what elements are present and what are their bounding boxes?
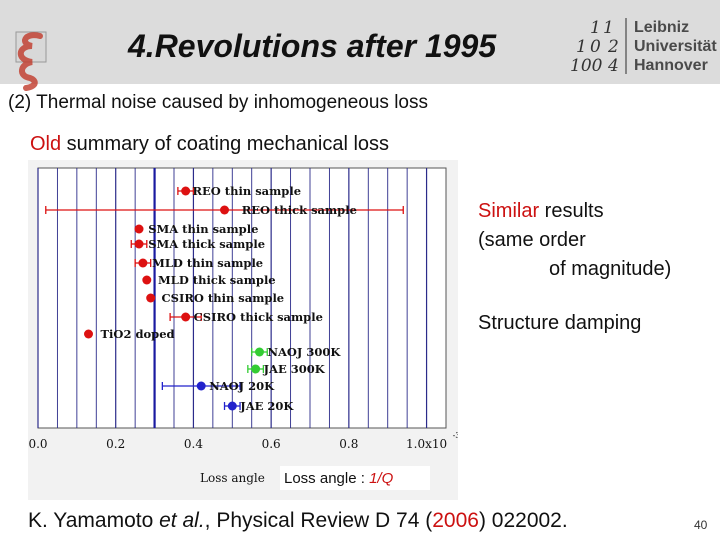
data-point <box>142 275 152 285</box>
slide-title: 4.Revolutions after 1995 <box>128 28 497 64</box>
x-tick-label: 1.0x10 <box>406 437 447 451</box>
structure-damping-note: Structure damping <box>478 312 642 334</box>
logo-digit: 1 <box>576 37 587 57</box>
data-point <box>146 293 156 303</box>
point-label: SMA thin sample <box>148 222 258 236</box>
slide-subtitle: (2) Thermal noise caused by inhomogeneou… <box>8 92 428 113</box>
data-point <box>220 205 230 215</box>
header-band <box>0 0 720 84</box>
data-point <box>84 329 94 339</box>
similar-word: Similar <box>478 200 540 222</box>
summary-text: summary of coating mechanical loss <box>61 133 390 155</box>
similar-results-note: Similar results (same order of magnitude… <box>478 197 671 284</box>
data-point <box>251 364 261 374</box>
data-point <box>134 239 144 249</box>
chart-canvas: 0.0 0.2 0.4 0.6 0.8 1.0x10 -3 Loss angle Loss an… <box>28 167 458 490</box>
data-point <box>181 186 191 196</box>
point-label: MLD thin sample <box>152 256 263 270</box>
xi-logo-icon <box>15 31 47 91</box>
x-tick-label: 0.8 <box>339 437 358 451</box>
similar-line-2: (same order <box>478 229 586 251</box>
point-label: MLD thick sample <box>158 273 276 287</box>
logo-digit: 0 <box>590 37 601 57</box>
similar-line-3: of magnitude) <box>549 258 672 280</box>
x-tick-exponent: -3 <box>453 431 458 440</box>
logo-digit: 1 <box>603 18 614 38</box>
citation-journal: , Physical Review D 74 ( <box>204 509 433 532</box>
logo-digit: 2 <box>607 37 619 57</box>
university-logo-mark-icon: 1 1 1 0 2 100 4 <box>570 18 627 76</box>
point-label: REO thick sample <box>242 203 357 217</box>
plot-area <box>37 167 447 429</box>
data-point <box>196 381 206 391</box>
data-point <box>227 401 237 411</box>
logo-digit: 1 <box>590 18 601 38</box>
citation: K. Yamamoto et al., Physical Review D 74… <box>28 509 568 533</box>
university-logo: 1 1 1 0 2 100 4 Leibniz Universität Hann… <box>570 14 717 76</box>
data-point <box>138 258 148 268</box>
point-label: CSIRO thin sample <box>161 291 284 305</box>
point-label: NAOJ 20K <box>209 379 275 393</box>
university-name-line: Universität <box>634 38 717 55</box>
logo-digit: 4 <box>607 56 619 76</box>
point-label: SMA thick sample <box>148 237 265 251</box>
data-point <box>254 347 264 357</box>
point-label: JAE 300K <box>263 362 326 376</box>
similar-rest: results <box>539 200 604 222</box>
x-tick-label: 0.0 <box>28 437 47 451</box>
point-label: REO thin sample <box>192 184 301 198</box>
point-label: NAOJ 300K <box>267 345 341 359</box>
chart-caption: Loss angle : 1/Q <box>284 470 394 487</box>
point-label: CSIRO thick sample <box>194 310 323 324</box>
caption-box <box>280 466 430 490</box>
university-name-line: Leibniz <box>634 19 690 36</box>
x-tick-label: 0.4 <box>184 437 203 451</box>
x-tick-label: 0.2 <box>106 437 125 451</box>
citation-author: K. Yamamoto <box>28 509 160 532</box>
point-label: TiO2 doped <box>101 327 175 341</box>
page-number: 40 <box>694 518 708 532</box>
university-name-line: Hannover <box>634 57 708 74</box>
citation-etal: et al. <box>159 509 205 532</box>
x-tick-label: 0.6 <box>262 437 281 451</box>
summary-heading: Old summary of coating mechanical loss <box>30 133 389 156</box>
data-point <box>181 312 191 322</box>
point-label: JAE 20K <box>239 399 294 413</box>
citation-year: 2006 <box>432 509 479 532</box>
logo-digit: 100 <box>570 56 603 76</box>
x-axis-label: Loss angle <box>200 471 265 485</box>
data-point <box>134 224 144 234</box>
citation-tail: ) 022002. <box>478 509 568 532</box>
loss-angle-chart: 0.0 0.2 0.4 0.6 0.8 1.0x10 -3 Loss angle Loss an… <box>28 160 458 500</box>
summary-old-word: Old <box>30 133 62 155</box>
